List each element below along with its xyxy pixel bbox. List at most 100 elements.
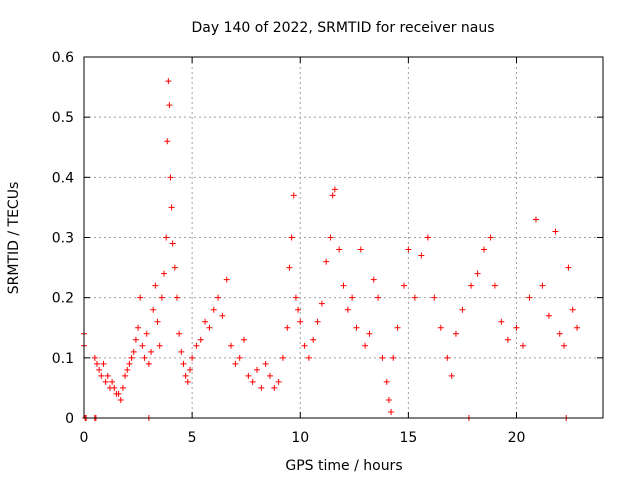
data-point [468, 282, 475, 289]
data-point [165, 78, 172, 85]
data-point [532, 216, 539, 223]
data-point [182, 372, 189, 379]
data-point [286, 264, 293, 271]
data-point [385, 396, 392, 403]
data-point [100, 360, 107, 367]
data-point [314, 318, 321, 325]
data-point [184, 378, 191, 385]
data-point [117, 396, 124, 403]
axis-ticks: 0 0.1 0.2 0.3 0.4 0.5 0.6 0 5 10 15 20 [52, 50, 603, 446]
data-point [150, 306, 157, 313]
data-point [176, 330, 183, 337]
data-point [295, 306, 302, 313]
data-point [362, 342, 369, 349]
x-axis-label: GPS time / hours [285, 458, 402, 474]
plot-frame [83, 56, 604, 419]
data-point [519, 342, 526, 349]
data-point [266, 372, 273, 379]
data-point [424, 234, 431, 241]
data-point [375, 294, 382, 301]
x-tick-label: 10 [291, 430, 309, 446]
data-point [481, 246, 488, 253]
data-point [164, 138, 171, 145]
y-tick-label: 0.1 [52, 351, 74, 367]
data-point [340, 282, 347, 289]
data-point [539, 282, 546, 289]
data-point [158, 294, 165, 301]
data-point [565, 264, 572, 271]
y-tick-label: 0.3 [52, 231, 74, 247]
data-point [130, 348, 137, 355]
data-point [143, 330, 150, 337]
data-point [245, 372, 252, 379]
data-point [331, 186, 338, 193]
data-point [228, 342, 235, 349]
data-point [98, 372, 105, 379]
y-axis-label: SRMTID / TECUs [6, 182, 22, 295]
x-tick-label: 15 [399, 430, 417, 446]
x-tick-label: 5 [188, 430, 197, 446]
data-point [128, 354, 135, 361]
data-point [327, 234, 334, 241]
data-point [145, 360, 152, 367]
data-point [552, 228, 559, 235]
data-point [167, 174, 174, 181]
data-point [474, 270, 481, 277]
data-point [139, 342, 146, 349]
data-point [163, 234, 170, 241]
data-point [141, 354, 148, 361]
data-point [93, 360, 100, 367]
data-point [249, 378, 256, 385]
data-point [513, 324, 520, 331]
data-point [526, 294, 533, 301]
data-point [171, 264, 178, 271]
data-point [344, 306, 351, 313]
data-point [135, 324, 142, 331]
data-point [366, 330, 373, 337]
data-point [262, 360, 269, 367]
data-point [154, 318, 161, 325]
data-point [574, 324, 581, 331]
data-point [156, 342, 163, 349]
data-point [556, 330, 563, 337]
data-point [437, 324, 444, 331]
data-point [152, 282, 159, 289]
data-point [258, 384, 265, 391]
data-point [336, 246, 343, 253]
data-point [498, 318, 505, 325]
data-point [487, 234, 494, 241]
data-point [173, 294, 180, 301]
data-point [279, 354, 286, 361]
grid-lines [84, 57, 603, 418]
data-point [254, 366, 260, 373]
data-point [161, 270, 168, 277]
data-point [193, 342, 200, 349]
data-point [232, 360, 239, 367]
data-point [219, 312, 226, 319]
data-point [236, 354, 243, 361]
y-tick-label: 0.6 [52, 50, 74, 66]
data-point [132, 336, 139, 343]
data-point [169, 240, 176, 247]
data-point [297, 318, 304, 325]
data-point [431, 294, 438, 301]
data-point [126, 360, 133, 367]
data-point [318, 300, 325, 307]
data-point [137, 294, 144, 301]
data-point [411, 294, 418, 301]
data-point [349, 294, 356, 301]
data-point [210, 306, 217, 313]
data-point [545, 312, 552, 319]
data-point [215, 294, 222, 301]
data-point [444, 354, 451, 361]
data-point [284, 324, 291, 331]
data-point [388, 408, 395, 415]
data-point [561, 342, 568, 349]
data-point [329, 192, 336, 199]
data-point [197, 336, 204, 343]
data-point [178, 348, 185, 355]
data-point [91, 354, 98, 361]
x-tick-label: 0 [80, 430, 89, 446]
data-point [148, 348, 155, 355]
